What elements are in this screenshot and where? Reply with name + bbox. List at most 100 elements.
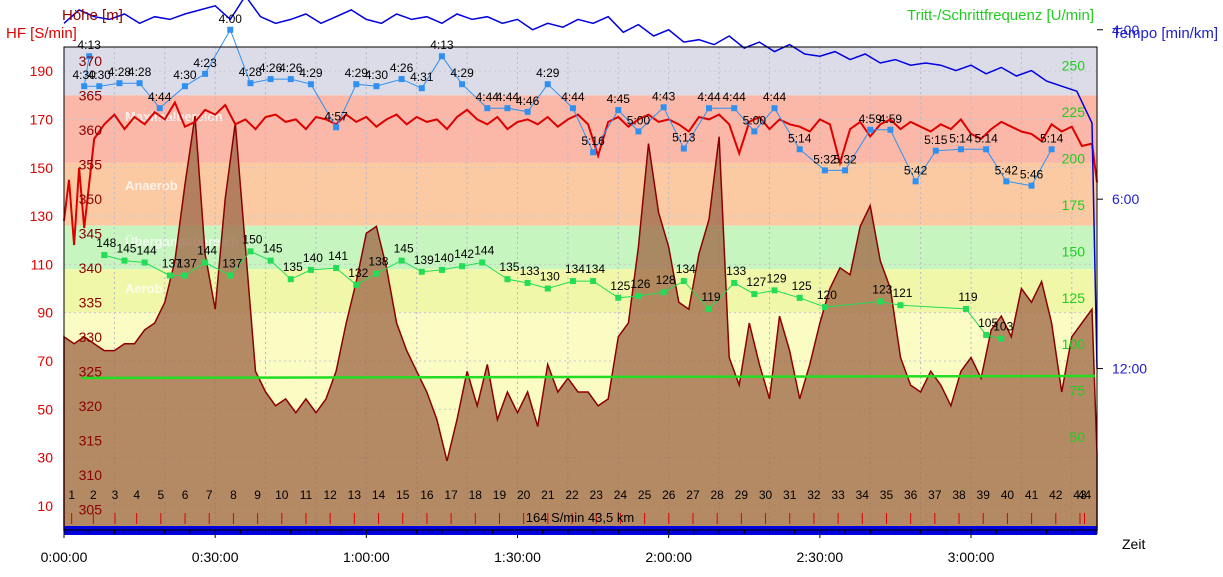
elevation-tick-label: 360 [79, 122, 103, 138]
cadence-tick-label: 250 [1062, 58, 1086, 74]
cadence-point [373, 270, 380, 277]
pace-tick-label: 6:00 [1112, 191, 1139, 207]
pace-point [569, 105, 576, 112]
cadence-label: 141 [328, 249, 348, 263]
km-marker-label: 23 [590, 488, 604, 502]
cadence-tick-label: 75 [1069, 383, 1085, 399]
cadence-label: 145 [263, 242, 283, 256]
elevation-tick-label: 340 [79, 260, 103, 276]
cadence-label: 135 [283, 260, 303, 274]
pace-label: 4:30 [365, 68, 389, 82]
pace-label: 4:29 [450, 66, 474, 80]
x-tick-label: 3:00:00 [948, 549, 995, 565]
pace-point [796, 146, 803, 153]
km-marker-label: 27 [686, 488, 700, 502]
zone-label: Maximalbereich [125, 109, 223, 124]
cadence-label: 130 [540, 270, 560, 284]
cadence-point [141, 259, 148, 266]
cadence-label: 134 [676, 262, 696, 276]
km-marker-label: 43 [1073, 488, 1087, 502]
cadence-label: 148 [96, 236, 116, 250]
pace-point [751, 128, 758, 135]
pace-label: 4:26 [259, 61, 283, 75]
cadence-point [166, 272, 173, 279]
cadence-label: 144 [137, 243, 157, 257]
cadence-point [307, 266, 314, 273]
pace-point [227, 26, 234, 33]
pace-label: 5:42 [995, 163, 1019, 177]
km-marker-label: 35 [880, 488, 894, 502]
pace-label: 4:00 [219, 12, 243, 26]
pace-point [307, 81, 314, 88]
elevation-area [63, 115, 1098, 531]
cadence-point [771, 287, 778, 294]
cadence-label: 129 [766, 271, 786, 285]
heart-rate-tick-label: 90 [37, 305, 53, 321]
cadence-point [680, 278, 687, 285]
cadence-label: 144 [197, 243, 217, 257]
pace-point [287, 76, 294, 83]
pace-point [353, 81, 360, 88]
cadence-unit-label: Tritt-/Schrittfrequenz [U/min] [907, 7, 1094, 24]
pace-tick-label: 12:00 [1112, 361, 1147, 377]
pace-label: 4:29 [299, 66, 323, 80]
pace-label: 4:26 [279, 61, 303, 75]
cadence-label: 105 [978, 316, 998, 330]
zone-label: Aerob [125, 281, 163, 296]
pace-label: 4:44 [148, 90, 172, 104]
cadence-point [590, 278, 597, 285]
cadence-label: 120 [817, 288, 837, 302]
cadence-label: 144 [474, 243, 494, 257]
pace-label: 4:44 [561, 90, 585, 104]
cadence-label: 150 [242, 232, 262, 246]
cadence-point [897, 302, 904, 309]
heart-rate-tick-label: 50 [37, 401, 53, 417]
pace-point [615, 107, 622, 113]
summary-label: 164 S/min 43,5 km [526, 510, 634, 525]
km-marker-label: 13 [348, 488, 362, 502]
cadence-point [751, 291, 758, 298]
cadence-point [877, 298, 884, 305]
pace-point [96, 83, 103, 90]
pace-point [418, 85, 425, 92]
pace-label: 5:00 [743, 113, 767, 127]
cadence-point [615, 294, 622, 301]
cadence-point [660, 289, 667, 296]
pace-point [983, 146, 990, 153]
cadence-point [227, 272, 234, 279]
pace-point [771, 105, 778, 112]
x-tick-label: 0:30:00 [192, 549, 239, 565]
elevation-tick-label: 320 [79, 398, 103, 414]
pace-point [887, 126, 894, 133]
pace-point [590, 149, 597, 156]
pace-label: 5:32 [813, 152, 837, 166]
pace-label: 5:14 [949, 131, 973, 145]
pace-label: 5:16 [581, 134, 605, 148]
cadence-label: 103 [993, 320, 1013, 334]
heart-rate-tick-label: 150 [30, 160, 54, 176]
x-tick-label: 1:00:00 [343, 549, 390, 565]
x-axis-title: Zeit [1122, 536, 1145, 552]
plot-frame [63, 46, 1098, 531]
cadence-label: 133 [726, 264, 746, 278]
pace-point [373, 83, 380, 90]
pace-label: 5:42 [904, 163, 928, 177]
pace-point [484, 105, 491, 112]
elevation-tick-label: 325 [79, 363, 103, 379]
elevation-tick-label: 365 [79, 87, 103, 103]
km-marker-label: 41 [1025, 488, 1039, 502]
pace-label: 4:13 [430, 38, 454, 52]
km-marker-label: 22 [565, 488, 579, 502]
pace-label: 4:46 [516, 94, 540, 108]
x-tick-label: 1:30:00 [494, 549, 541, 565]
pace-point [867, 126, 874, 133]
km-marker-label: 16 [420, 488, 434, 502]
km-marker-label: 44 [1078, 488, 1092, 502]
elevation-unit-label: Höhe [m] [62, 7, 123, 24]
heart-rate-tick-label: 10 [37, 498, 53, 514]
km-marker-label: 36 [904, 488, 918, 502]
pace-point [544, 81, 551, 88]
pace-line [83, 28, 1053, 187]
heart-rate-tick-label: 190 [30, 63, 54, 79]
